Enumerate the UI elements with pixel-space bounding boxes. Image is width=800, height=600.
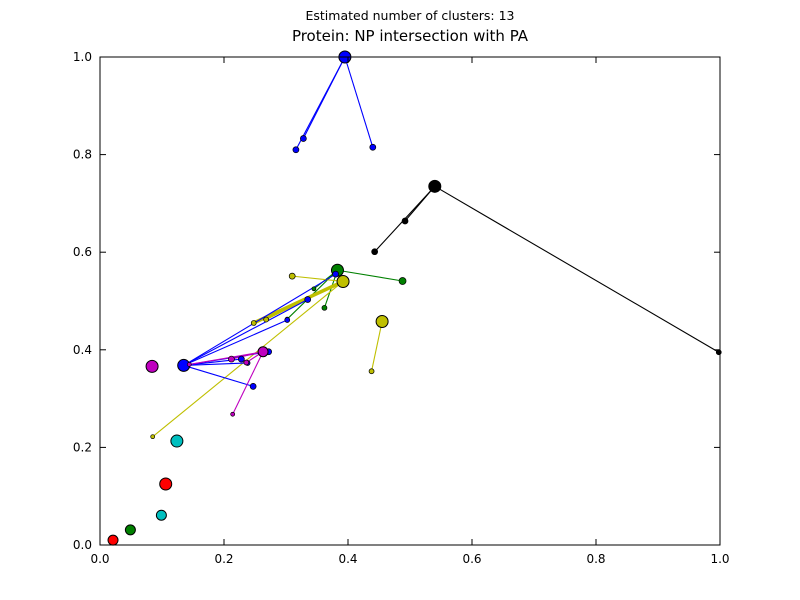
cluster-red2-lone-center [107,534,119,546]
cluster-magenta-edge [189,351,264,365]
cluster-green-mid-member [321,304,328,311]
cluster-yellow-mid-member [263,316,270,323]
cluster-blue-mid-member [238,355,245,363]
cluster-blue-mid-edge [183,364,254,387]
suptitle: Estimated number of clusters: 13 [305,8,515,23]
cluster-magenta-center [257,346,269,358]
cluster-blue-mid-edge [183,299,308,366]
cluster-black-center [428,179,442,193]
cluster-magenta-member [186,362,192,367]
cluster-yellow-mid-edge [292,275,344,283]
cluster-green2-lone-center [124,524,136,536]
x-tick-label: 0.2 [214,552,233,566]
cluster-magenta-member [230,411,236,417]
axes-box [99,56,721,546]
cluster-green-mid-member [311,286,317,292]
cluster-blue-top-member [369,143,377,151]
cluster-magenta-member [243,359,250,366]
cluster-blue-mid-edge [183,319,288,366]
cluster-points [107,50,722,546]
x-tick-label: 0.0 [90,552,109,566]
x-tick-label: 1.0 [710,552,729,566]
cluster-blue-mid-member [304,296,312,303]
cluster-blue-mid-member [332,270,339,278]
cluster-black-edge [404,185,436,222]
cluster-black-member [371,248,379,256]
cluster-yellow-mid-edge [152,281,344,438]
cluster-blue-mid-member [284,317,291,323]
cluster-yellow-mid-member [288,272,296,280]
y-tick-label: 0.0 [73,538,92,552]
cluster-yellow-mid-member [150,434,156,440]
cluster-blue-mid-member [249,383,257,390]
cluster-yellow-mid-member [250,320,257,326]
cluster-blue-top-edge [302,56,346,139]
y-tick-label: 0.8 [73,148,92,162]
cluster-yellow-right-member [368,368,375,375]
x-tick-label: 0.6 [462,552,481,566]
cluster-black-member [401,217,409,225]
cluster-cyan-lone-center [170,434,184,448]
axis-ticks: 0.0 0.2 0.4 0.6 0.8 1.0 0.0 0.2 0.4 0.6 0.8 1.0 [73,50,730,566]
title-block: Estimated number of clusters: 13 Protein… [100,8,720,47]
axes-title: Protein: NP intersection with PA [291,27,529,46]
cluster-blue-top-edge [344,56,374,148]
cluster-yellow-mid-center [336,274,350,288]
cluster-green-mid-member [398,277,407,285]
cluster-black-edge [434,185,720,353]
cluster-green-mid-edge [337,269,403,282]
y-tick-label: 0.6 [73,245,92,259]
y-tick-label: 0.2 [73,440,92,454]
cluster-magenta-lone-center [145,359,159,373]
cluster-magenta-edge [232,351,264,415]
cluster-yellow-right-center [375,314,389,328]
y-tick-label: 1.0 [73,50,92,64]
cluster-blue-mid-edge [183,362,248,366]
x-tick-label: 0.8 [586,552,605,566]
cluster-black-member [715,349,722,356]
cluster-yellow-right-edge [371,321,383,372]
x-tick-label: 0.4 [338,552,357,566]
cluster-red-lone-center [159,477,173,491]
cluster-edges [152,56,720,438]
cluster-magenta-member [228,355,235,363]
cluster-blue-top-member [292,146,300,154]
y-tick-label: 0.4 [73,343,92,357]
cluster-blue-mid-edge [183,273,336,366]
cluster-blue-top-member [300,135,307,142]
cluster-cyan2-lone-center [155,509,167,521]
